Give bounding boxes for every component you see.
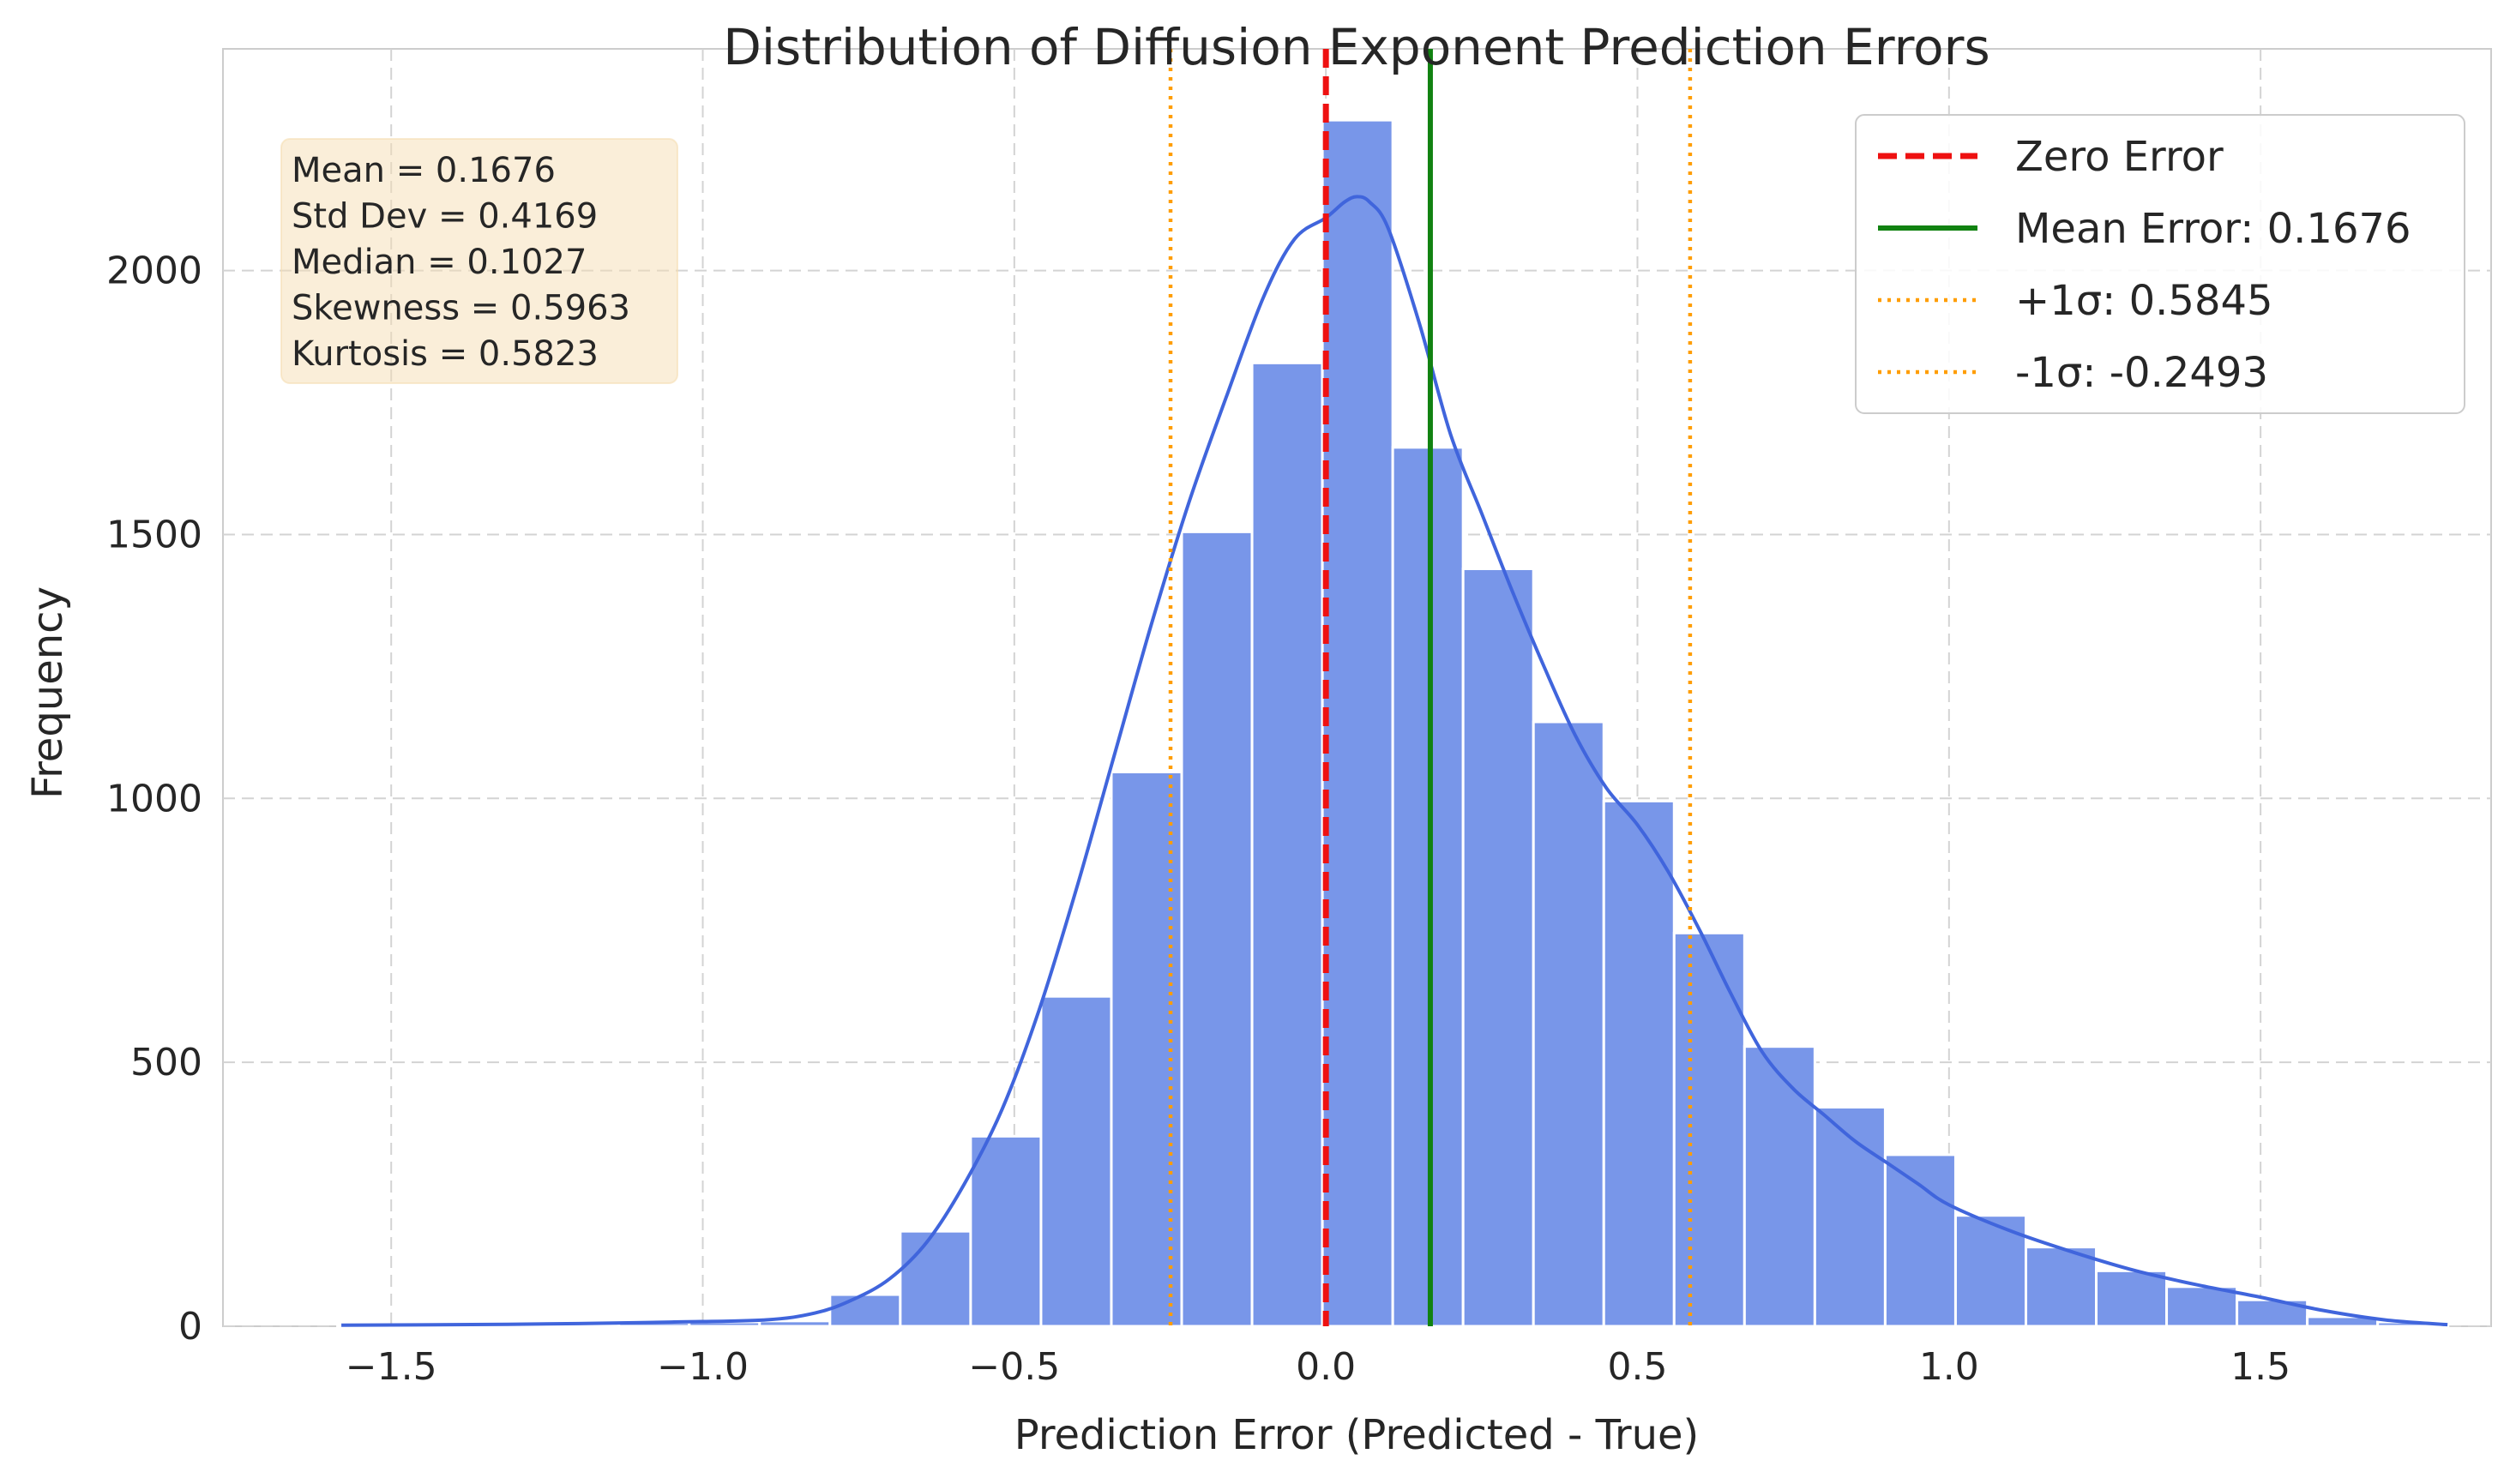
x-axis-label: Prediction Error (Predicted - True) bbox=[1014, 1411, 1700, 1459]
x-tick-label: 1.5 bbox=[2230, 1345, 2290, 1389]
y-axis-label: Frequency bbox=[24, 586, 72, 799]
histogram-bar bbox=[1883, 1153, 1957, 1328]
histogram-bar bbox=[1602, 799, 1676, 1328]
histogram-bar bbox=[2024, 1246, 2098, 1328]
kde-curve-group bbox=[341, 195, 2448, 1327]
histogram-bar bbox=[1532, 720, 1605, 1328]
histogram-bar bbox=[1672, 931, 1746, 1328]
stats-line: Mean = 0.1676 bbox=[292, 151, 556, 190]
x-tick-label: −0.5 bbox=[968, 1345, 1060, 1389]
histogram-bar bbox=[1743, 1045, 1816, 1328]
legend: Zero Error Mean Error: 0.1676 +1σ: 0.5845 -… bbox=[1855, 114, 2465, 414]
y-tick-label: 1000 bbox=[106, 777, 202, 820]
stats-line: Std Dev = 0.4169 bbox=[292, 197, 598, 237]
histogram-bar bbox=[758, 1319, 832, 1328]
x-tick-label: 0.5 bbox=[1607, 1345, 1667, 1389]
histogram-bar bbox=[1461, 567, 1535, 1328]
histogram-bar bbox=[2095, 1269, 2169, 1328]
chart-title: Distribution of Diffusion Exponent Predi… bbox=[723, 18, 1989, 76]
histogram-bar bbox=[899, 1229, 972, 1328]
histogram-bars bbox=[336, 118, 2450, 1328]
kde-curve bbox=[341, 195, 2448, 1327]
legend-frame bbox=[1855, 114, 2465, 414]
histogram-bar bbox=[2165, 1285, 2239, 1328]
legend-label: +1σ: 0.5845 bbox=[2015, 277, 2273, 325]
y-tick-label: 2000 bbox=[106, 249, 202, 293]
legend-label: Zero Error bbox=[2015, 133, 2224, 181]
histogram-bar bbox=[1180, 530, 1254, 1328]
x-tick-label: 0.0 bbox=[1296, 1345, 1356, 1389]
y-tick-label: 1500 bbox=[106, 513, 202, 556]
reference-lines bbox=[1168, 49, 1693, 1326]
y-tick-label: 500 bbox=[130, 1041, 202, 1084]
x-tick-label: 1.0 bbox=[1919, 1345, 1979, 1389]
legend-label: Mean Error: 0.1676 bbox=[2015, 205, 2411, 253]
histogram-bar bbox=[828, 1293, 902, 1328]
stats-line: Median = 0.1027 bbox=[292, 243, 587, 282]
stats-line: Kurtosis = 0.5823 bbox=[292, 334, 599, 374]
legend-label: -1σ: -0.2493 bbox=[2015, 349, 2268, 397]
histogram-bar bbox=[1321, 118, 1394, 1328]
histogram-bar bbox=[969, 1134, 1043, 1328]
y-axis-ticks: 0 500 1000 1500 2000 bbox=[106, 249, 202, 1349]
stats-line: Skewness = 0.5963 bbox=[292, 289, 630, 328]
y-tick-label: 0 bbox=[178, 1305, 202, 1349]
stats-box-background bbox=[280, 138, 678, 384]
histogram-bar bbox=[1250, 361, 1324, 1328]
histogram-bar bbox=[1039, 994, 1113, 1328]
x-tick-label: −1.5 bbox=[346, 1345, 437, 1389]
x-axis-ticks: −1.5 −1.0 −0.5 0.0 0.5 1.0 1.5 bbox=[346, 1345, 2290, 1389]
stats-box: Mean = 0.1676 Std Dev = 0.4169 Median = 0.… bbox=[280, 138, 678, 384]
histogram-bar bbox=[1813, 1105, 1887, 1328]
x-tick-label: −1.0 bbox=[657, 1345, 749, 1389]
